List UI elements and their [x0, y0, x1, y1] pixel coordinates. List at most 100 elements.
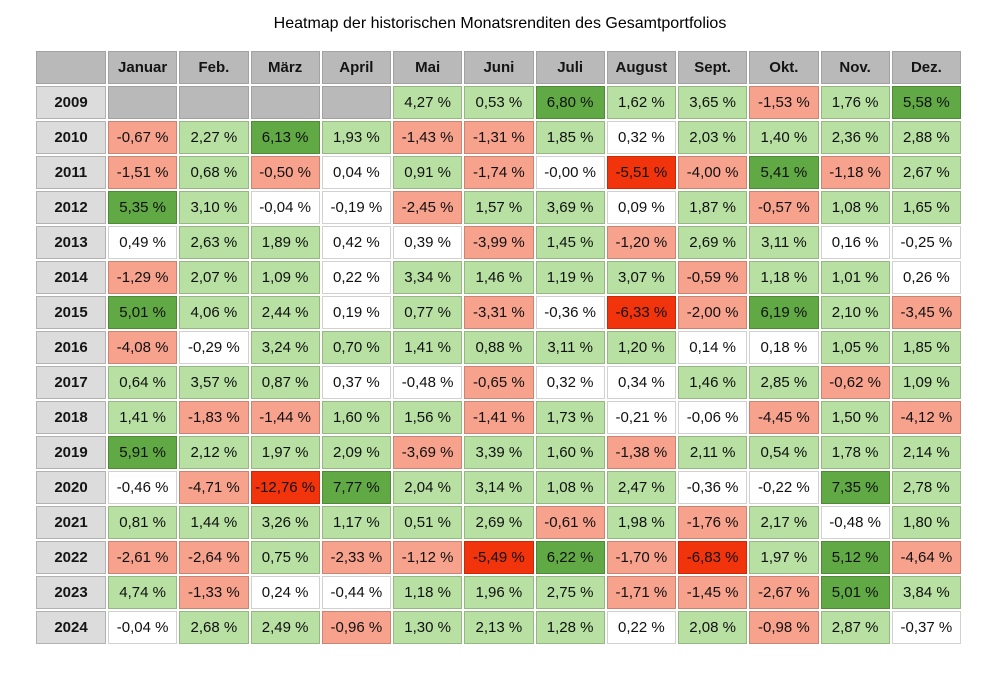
- month-cell: 1,85 %: [891, 331, 961, 364]
- month-cell: 1,56 %: [393, 401, 463, 434]
- month-cell: 1,65 %: [891, 191, 961, 224]
- month-cell: -0,96 %: [321, 611, 391, 644]
- month-cell: 1,09 %: [891, 366, 961, 399]
- month-cell: 1,97 %: [250, 436, 320, 469]
- month-cell: 0,16 %: [820, 226, 890, 259]
- empty-cell: [250, 86, 320, 119]
- month-cell: 3,11 %: [749, 226, 819, 259]
- year-label: 2010: [36, 121, 106, 154]
- month-cell: 1,57 %: [464, 191, 534, 224]
- month-cell: -0,04 %: [108, 611, 178, 644]
- month-cell: 2,47 %: [606, 471, 676, 504]
- month-cell: 0,22 %: [606, 611, 676, 644]
- month-cell: 0,32 %: [535, 366, 605, 399]
- month-cell: -3,69 %: [393, 436, 463, 469]
- month-cell: 1,05 %: [820, 331, 890, 364]
- month-cell: -1,44 %: [250, 401, 320, 434]
- month-cell: 1,30 %: [393, 611, 463, 644]
- month-cell: 3,10 %: [179, 191, 249, 224]
- month-cell: -1,29 %: [108, 261, 178, 294]
- month-cell: -0,48 %: [820, 506, 890, 539]
- month-cell: -3,99 %: [464, 226, 534, 259]
- month-cell: 0,22 %: [321, 261, 391, 294]
- month-cell: -1,18 %: [820, 156, 890, 189]
- month-cell: -3,45 %: [891, 296, 961, 329]
- month-cell: -0,04 %: [250, 191, 320, 224]
- month-cell: -1,74 %: [464, 156, 534, 189]
- month-cell: 1,40 %: [749, 121, 819, 154]
- month-cell: 5,41 %: [749, 156, 819, 189]
- month-cell: -0,37 %: [891, 611, 961, 644]
- month-cell: 3,14 %: [464, 471, 534, 504]
- year-label: 2012: [36, 191, 106, 224]
- month-cell: 3,07 %: [606, 261, 676, 294]
- month-cell: -1,53 %: [749, 86, 819, 119]
- table-row: 2016 -4,08 % -0,29 % 3,24 % 0,70 % 1,41 % 0,88…: [36, 331, 961, 364]
- month-cell: 2,27 %: [179, 121, 249, 154]
- table-row: 2009 4,27 % 0,53 % 6,80 % 1,62 % 3,65 % -1,53 …: [36, 86, 961, 119]
- month-cell: 1,46 %: [678, 366, 748, 399]
- month-cell: -1,51 %: [108, 156, 178, 189]
- table-row: 2024 -0,04 % 2,68 % 2,49 % -0,96 % 1,30 % 2,13…: [36, 611, 961, 644]
- month-cell: -1,33 %: [179, 576, 249, 609]
- month-cell: 1,08 %: [535, 471, 605, 504]
- month-cell: 1,28 %: [535, 611, 605, 644]
- month-cell: 0,32 %: [606, 121, 676, 154]
- table-row: 2017 0,64 % 3,57 % 0,87 % 0,37 % -0,48 % -0,65…: [36, 366, 961, 399]
- month-cell: 0,91 %: [393, 156, 463, 189]
- month-cell: -2,67 %: [749, 576, 819, 609]
- month-cell: 0,18 %: [749, 331, 819, 364]
- month-cell: 1,08 %: [820, 191, 890, 224]
- empty-cell: [321, 86, 391, 119]
- month-cell: 0,53 %: [464, 86, 534, 119]
- month-cell: 3,69 %: [535, 191, 605, 224]
- month-cell: 1,87 %: [678, 191, 748, 224]
- month-cell: 0,49 %: [108, 226, 178, 259]
- month-cell: -0,44 %: [321, 576, 391, 609]
- month-cell: 1,98 %: [606, 506, 676, 539]
- month-cell: -4,00 %: [678, 156, 748, 189]
- year-label: 2016: [36, 331, 106, 364]
- month-cell: 1,46 %: [464, 261, 534, 294]
- month-cell: -0,36 %: [535, 296, 605, 329]
- month-cell: -0,29 %: [179, 331, 249, 364]
- month-cell: 2,85 %: [749, 366, 819, 399]
- month-cell: -1,41 %: [464, 401, 534, 434]
- month-cell: 5,12 %: [820, 541, 890, 574]
- month-cell: -2,00 %: [678, 296, 748, 329]
- month-cell: -0,59 %: [678, 261, 748, 294]
- corner-cell: [36, 51, 106, 84]
- month-cell: 5,01 %: [108, 296, 178, 329]
- month-cell: -0,00 %: [535, 156, 605, 189]
- month-cell: 2,07 %: [179, 261, 249, 294]
- month-cell: 1,41 %: [108, 401, 178, 434]
- month-cell: 1,17 %: [321, 506, 391, 539]
- month-cell: -2,33 %: [321, 541, 391, 574]
- month-cell: 0,19 %: [321, 296, 391, 329]
- month-cell: -1,43 %: [393, 121, 463, 154]
- month-cell: 3,34 %: [393, 261, 463, 294]
- month-cell: 2,87 %: [820, 611, 890, 644]
- month-cell: -12,76 %: [250, 471, 320, 504]
- table-row: 2012 5,35 % 3,10 % -0,04 % -0,19 % -2,45 % 1,5…: [36, 191, 961, 224]
- month-cell: 2,12 %: [179, 436, 249, 469]
- month-cell: 7,77 %: [321, 471, 391, 504]
- header-row: Januar Feb. März April Mai Juni Juli August Sept…: [36, 51, 961, 84]
- month-cell: 1,44 %: [179, 506, 249, 539]
- month-cell: -4,71 %: [179, 471, 249, 504]
- month-cell: 0,34 %: [606, 366, 676, 399]
- month-cell: -0,98 %: [749, 611, 819, 644]
- month-cell: -2,64 %: [179, 541, 249, 574]
- year-label: 2023: [36, 576, 106, 609]
- month-cell: 2,09 %: [321, 436, 391, 469]
- month-cell: -1,38 %: [606, 436, 676, 469]
- year-label: 2019: [36, 436, 106, 469]
- month-cell: 0,54 %: [749, 436, 819, 469]
- month-cell: 0,64 %: [108, 366, 178, 399]
- month-cell: -0,50 %: [250, 156, 320, 189]
- month-cell: 1,60 %: [535, 436, 605, 469]
- month-cell: 2,04 %: [393, 471, 463, 504]
- month-cell: -5,51 %: [606, 156, 676, 189]
- month-cell: 5,01 %: [820, 576, 890, 609]
- month-cell: -1,12 %: [393, 541, 463, 574]
